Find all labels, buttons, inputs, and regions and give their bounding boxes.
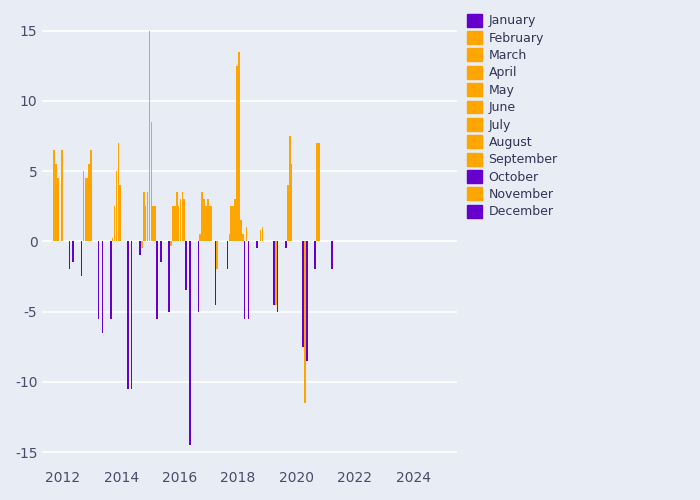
- Bar: [86, 178, 88, 242]
- Bar: [168, 242, 170, 312]
- Bar: [61, 150, 63, 242]
- Bar: [139, 242, 141, 256]
- Bar: [197, 242, 199, 312]
- Bar: [88, 164, 90, 242]
- Bar: [316, 143, 318, 242]
- Bar: [28, 157, 29, 242]
- Bar: [34, 115, 36, 242]
- Bar: [25, 178, 26, 242]
- Bar: [22, 242, 24, 262]
- Bar: [55, 164, 57, 242]
- Bar: [181, 192, 183, 242]
- Bar: [90, 150, 92, 242]
- Bar: [273, 242, 274, 304]
- Bar: [189, 242, 191, 445]
- Bar: [148, 30, 150, 242]
- Bar: [160, 242, 162, 262]
- Bar: [262, 227, 263, 242]
- Bar: [318, 143, 320, 242]
- Bar: [153, 206, 154, 242]
- Bar: [178, 206, 179, 242]
- Bar: [113, 206, 116, 242]
- Bar: [38, 143, 39, 242]
- Bar: [244, 242, 246, 318]
- Bar: [36, 150, 37, 242]
- Bar: [53, 150, 55, 242]
- Bar: [26, 192, 28, 242]
- Bar: [116, 171, 118, 242]
- Bar: [240, 220, 241, 242]
- Bar: [80, 242, 83, 276]
- Bar: [118, 143, 119, 242]
- Bar: [186, 242, 187, 290]
- Bar: [176, 192, 178, 242]
- Bar: [199, 234, 201, 242]
- Bar: [234, 199, 236, 242]
- Bar: [141, 242, 143, 248]
- Bar: [112, 238, 113, 242]
- Bar: [314, 242, 316, 270]
- Bar: [30, 171, 32, 242]
- Bar: [285, 242, 287, 248]
- Bar: [156, 242, 158, 318]
- Bar: [83, 171, 84, 242]
- Bar: [211, 206, 213, 242]
- Bar: [230, 206, 232, 242]
- Bar: [248, 242, 249, 318]
- Bar: [260, 230, 261, 241]
- Bar: [32, 150, 34, 242]
- Bar: [289, 136, 290, 242]
- Bar: [85, 178, 86, 242]
- Bar: [120, 185, 121, 242]
- Legend: January, February, March, April, May, June, July, August, September, October, No: January, February, March, April, May, Ju…: [468, 14, 558, 218]
- Bar: [290, 164, 293, 242]
- Bar: [203, 199, 205, 242]
- Bar: [236, 66, 238, 242]
- Bar: [238, 52, 240, 242]
- Bar: [143, 192, 145, 242]
- Bar: [69, 242, 70, 270]
- Bar: [205, 206, 206, 242]
- Bar: [172, 206, 174, 242]
- Bar: [275, 242, 276, 304]
- Bar: [170, 242, 172, 246]
- Bar: [174, 206, 176, 242]
- Bar: [287, 185, 288, 242]
- Bar: [154, 206, 156, 242]
- Bar: [57, 178, 59, 242]
- Bar: [216, 242, 218, 270]
- Bar: [150, 122, 152, 242]
- Bar: [98, 242, 99, 318]
- Bar: [202, 192, 203, 242]
- Bar: [276, 242, 279, 312]
- Bar: [72, 242, 74, 262]
- Bar: [331, 242, 333, 270]
- Bar: [127, 242, 129, 389]
- Bar: [180, 199, 181, 242]
- Bar: [39, 242, 41, 262]
- Bar: [229, 234, 230, 242]
- Bar: [306, 242, 307, 360]
- Bar: [207, 199, 209, 242]
- Bar: [304, 242, 306, 403]
- Bar: [183, 199, 186, 242]
- Bar: [256, 242, 258, 248]
- Bar: [209, 206, 211, 242]
- Bar: [102, 242, 104, 332]
- Bar: [246, 227, 247, 242]
- Bar: [302, 242, 304, 346]
- Bar: [232, 206, 234, 242]
- Bar: [147, 192, 148, 242]
- Bar: [110, 242, 111, 318]
- Bar: [227, 242, 228, 270]
- Bar: [145, 206, 146, 242]
- Bar: [215, 242, 216, 304]
- Bar: [242, 234, 244, 242]
- Bar: [131, 242, 132, 389]
